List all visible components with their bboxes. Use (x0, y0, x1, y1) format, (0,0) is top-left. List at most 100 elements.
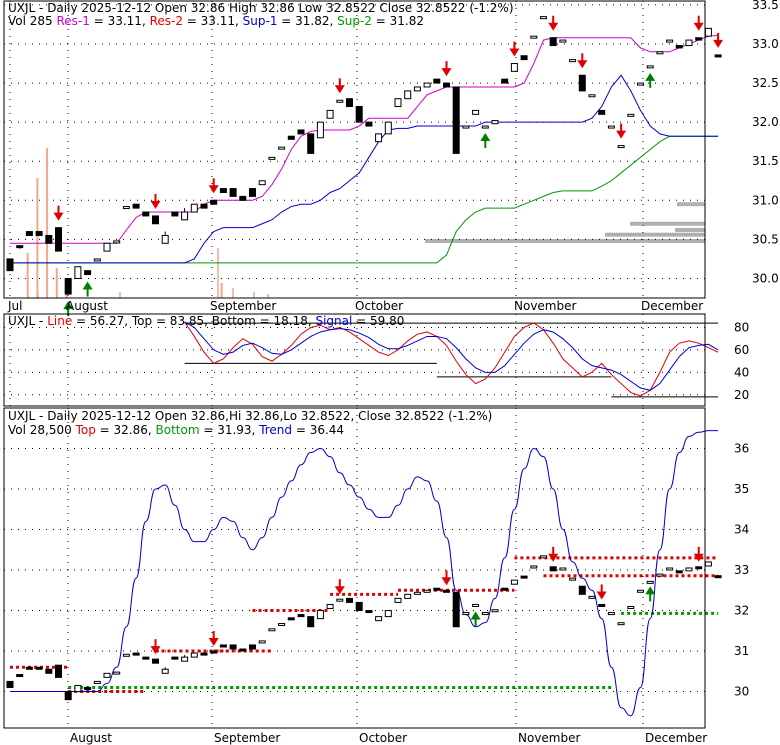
header-span: UXJL - Daily 2025-12-12 Open 32.86,Hi 32… (8, 409, 492, 423)
y-tick-label: 40 (734, 365, 749, 379)
candle-body (472, 109, 480, 115)
buy-arrow-head (645, 586, 656, 595)
candle-body (637, 82, 644, 86)
candle-body (258, 640, 266, 644)
candle-body (375, 133, 383, 143)
sell-arrow-head (509, 48, 520, 57)
candle-body (210, 650, 218, 654)
candle-body (433, 587, 441, 591)
candle-body (35, 231, 43, 236)
stochastic-line (184, 321, 719, 397)
candle-body (190, 652, 198, 658)
volume-profile (425, 202, 705, 243)
price-frame (3, 0, 706, 299)
candle-body (617, 145, 625, 149)
candle-body (481, 125, 489, 129)
candle-body (452, 591, 460, 628)
volume-bars (26, 148, 269, 298)
candle-body (268, 628, 276, 632)
candle-body (229, 644, 237, 650)
candle-body (423, 589, 431, 593)
candle-body (365, 610, 373, 614)
candle-body (675, 45, 683, 49)
candle-body (336, 99, 344, 103)
sell-arrow-head (441, 68, 452, 77)
candle-body (278, 146, 286, 150)
candle-body (510, 63, 518, 72)
volume-profile-bar (675, 228, 705, 233)
candle-body (559, 567, 567, 571)
candle-body (559, 39, 567, 43)
candle-body (501, 587, 509, 591)
header-span: Top (75, 423, 96, 437)
header-span: Sup-2 (337, 14, 372, 28)
candle-body (646, 580, 654, 584)
candle-body (656, 51, 664, 55)
price-y-ticks: 30.0 30.5 31.0 31.5 32.0 32.5 33.0 33.5 (752, 0, 779, 285)
sell-arrow-head (334, 586, 345, 595)
y-tick-label: 31.5 (752, 154, 779, 168)
candle-body (510, 579, 518, 585)
x-tick-label: November (518, 731, 580, 745)
candle-body (316, 610, 324, 620)
candle-body (588, 94, 596, 98)
header-span: UXJL - Daily 2025-12-12 Open 32.86 High … (8, 1, 514, 15)
volume-profile-bar (605, 232, 705, 237)
header-span: Vol 285 (8, 14, 57, 28)
y-tick-label: 30.0 (752, 271, 779, 285)
y-tick-label: 32.0 (752, 115, 779, 129)
candle-body (520, 575, 528, 579)
candle-body (16, 674, 24, 678)
buy-arrow-head (645, 72, 656, 81)
candle-body (45, 668, 53, 674)
candle-body (452, 86, 460, 154)
candle-body (433, 78, 441, 84)
candle-body (84, 270, 92, 276)
sell-arrow-head (577, 60, 588, 69)
candle-body (132, 652, 140, 656)
candle-body (210, 199, 218, 205)
sell-arrow-head (693, 22, 704, 31)
candle-body (607, 125, 615, 129)
candle-body (598, 603, 606, 607)
candle-body (491, 120, 499, 125)
header-span: = 83.85, (152, 314, 212, 328)
x-tick-label: September (214, 731, 280, 745)
candle-body (384, 121, 392, 135)
candle-body (74, 684, 82, 693)
y-tick-label: 60 (734, 343, 749, 357)
candle-body (84, 686, 92, 691)
candle-body (239, 648, 247, 652)
candle-body (181, 211, 189, 221)
candle-body (695, 566, 703, 570)
x-tick-label: October (359, 731, 407, 745)
candle-body (307, 133, 315, 154)
header-span: UXJL - (8, 314, 47, 328)
trend-top-bottom-lines (10, 556, 719, 694)
candle-body (394, 98, 402, 108)
sell-arrow-head (208, 185, 219, 194)
y-tick-label: 31.0 (752, 193, 779, 207)
y-tick-label: 33.0 (752, 37, 779, 51)
candle-body (249, 188, 256, 197)
header-span: Trend (258, 423, 292, 437)
candle-body (268, 156, 276, 160)
candle-body (462, 612, 470, 616)
trend-x-ticks: August September October November December (70, 731, 707, 745)
candle-body (394, 597, 402, 603)
candle-body (55, 664, 62, 678)
y-tick-label: 30 (734, 685, 749, 699)
stochastic-panel: 20 40 60 80 UXJL - Line = 56.27, Top = 83.8… (3, 313, 749, 407)
header-span: = 31.82 (372, 14, 424, 28)
header-span: = 31.82, (277, 14, 337, 28)
x-tick-label: December (641, 299, 703, 313)
header-span: = 36.44 (292, 423, 344, 437)
sell-arrow-head (150, 200, 161, 209)
candle-body (675, 570, 683, 574)
header-span: Bottom (212, 314, 256, 328)
sell-arrow-head (441, 577, 452, 586)
trend-candles (6, 555, 722, 701)
candle-body (64, 277, 72, 295)
sell-arrow-head (334, 85, 345, 94)
